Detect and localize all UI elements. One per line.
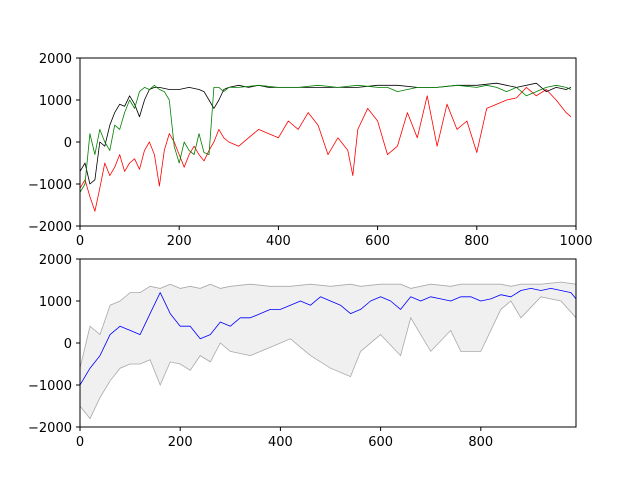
- plot-area: [79, 281, 577, 420]
- x-tick-label: 600: [368, 435, 393, 450]
- series-line-0: [79, 287, 577, 386]
- y-tick-label: 1000: [39, 295, 72, 310]
- x-tick-label: 0: [76, 435, 84, 450]
- x-tick-label: 800: [464, 234, 489, 249]
- x-tick-label: 600: [365, 234, 390, 249]
- band-lower-line: [79, 296, 577, 420]
- x-tick-label: 400: [266, 234, 291, 249]
- bottom-chart-panel: 0 200 400 600 800 −2000 −1000 0 1000 2000: [28, 253, 577, 450]
- x-tick-label: 400: [268, 435, 293, 450]
- y-tick-label: 2000: [39, 253, 72, 268]
- y-tick-label: 1000: [39, 94, 72, 109]
- y-tick-label: −2000: [28, 220, 72, 235]
- x-tick-label: 200: [168, 435, 193, 450]
- y-tick-label: −1000: [28, 379, 72, 394]
- band-upper-line: [79, 281, 577, 369]
- series-line-1: [79, 82, 572, 185]
- y-tick-label: −1000: [28, 178, 72, 193]
- x-tick-label: 1000: [559, 234, 592, 249]
- series-line-0: [79, 87, 572, 212]
- y-tick-label: 0: [64, 136, 72, 151]
- x-tick-label: 800: [468, 435, 493, 450]
- top-chart-panel: 0 200 400 600 800 1000 −2000 −1000 0 1000 2000: [28, 52, 593, 249]
- y-tick-label: 2000: [39, 52, 72, 67]
- band-area: [80, 282, 576, 419]
- y-tick-label: −2000: [28, 421, 72, 436]
- series-line-2: [79, 84, 572, 193]
- y-tick-label: 0: [64, 337, 72, 352]
- axes-frame: [79, 57, 577, 227]
- x-tick-label: 200: [167, 234, 192, 249]
- x-tick-label: 0: [76, 234, 84, 249]
- plot-area: [79, 82, 572, 212]
